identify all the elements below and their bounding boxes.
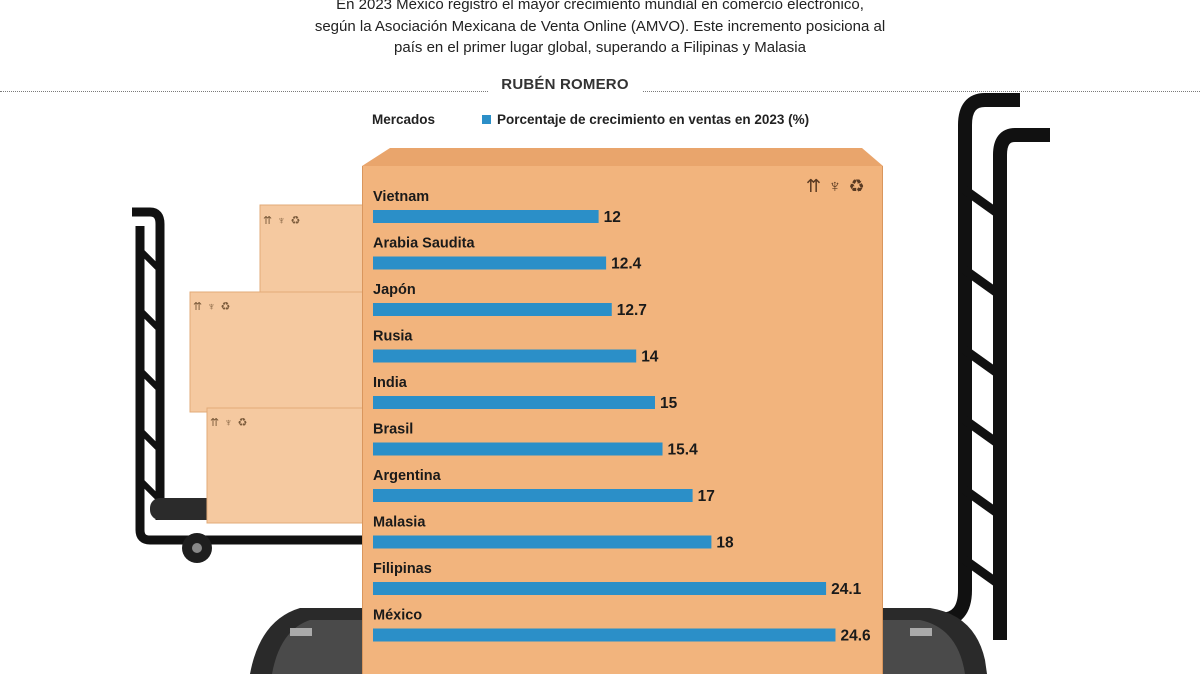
category-label: Malasia [373,515,426,531]
legend-swatch [482,115,491,124]
category-label: India [373,375,408,391]
value-label: 15.4 [668,442,699,459]
bar [373,256,607,270]
value-label: 24.6 [840,628,871,645]
bar [373,628,836,642]
stacked-boxes [189,204,371,524]
value-label: 24.1 [831,581,862,598]
category-label: México [373,608,422,624]
category-label: Vietnam [373,189,429,205]
legend-series-label: Porcentaje de crecimiento en ventas en 2… [497,112,810,127]
category-label: Argentina [373,468,442,484]
bar [373,489,693,502]
bar [373,442,663,456]
main-box-top [362,148,883,166]
subtitle: En 2023 México registró el mayor crecimi… [314,0,886,56]
value-label: 15 [660,395,678,412]
value-label: 18 [716,535,734,552]
value-label: 12 [604,209,621,226]
small-box-icons: ⇈ ♆ ♻ [193,301,232,313]
bar [373,396,655,409]
author-byline: RUBÉN ROMERO [488,76,642,93]
category-label: Filipinas [373,561,432,577]
box-handling-icons: ⇈ ♆ ♻ [806,176,866,196]
small-box-icons: ⇈ ♆ ♻ [263,215,302,227]
category-label: Japón [373,282,416,298]
bar [373,582,827,595]
small-box-icons: ⇈ ♆ ♻ [210,417,249,429]
value-label: 14 [641,349,659,366]
bar [373,210,599,223]
value-label: 17 [698,488,715,505]
legend-category-label: Mercados [372,112,436,127]
category-label: Brasil [373,422,413,438]
value-label: 12.7 [617,302,647,319]
bar [373,535,712,549]
legend-series: Porcentaje de crecimiento en ventas en 2… [482,112,809,127]
category-label: Rusia [373,329,413,345]
category-label: Arabia Saudita [373,236,475,252]
bar [373,349,637,363]
bar [373,303,612,316]
value-label: 12.4 [611,256,642,273]
